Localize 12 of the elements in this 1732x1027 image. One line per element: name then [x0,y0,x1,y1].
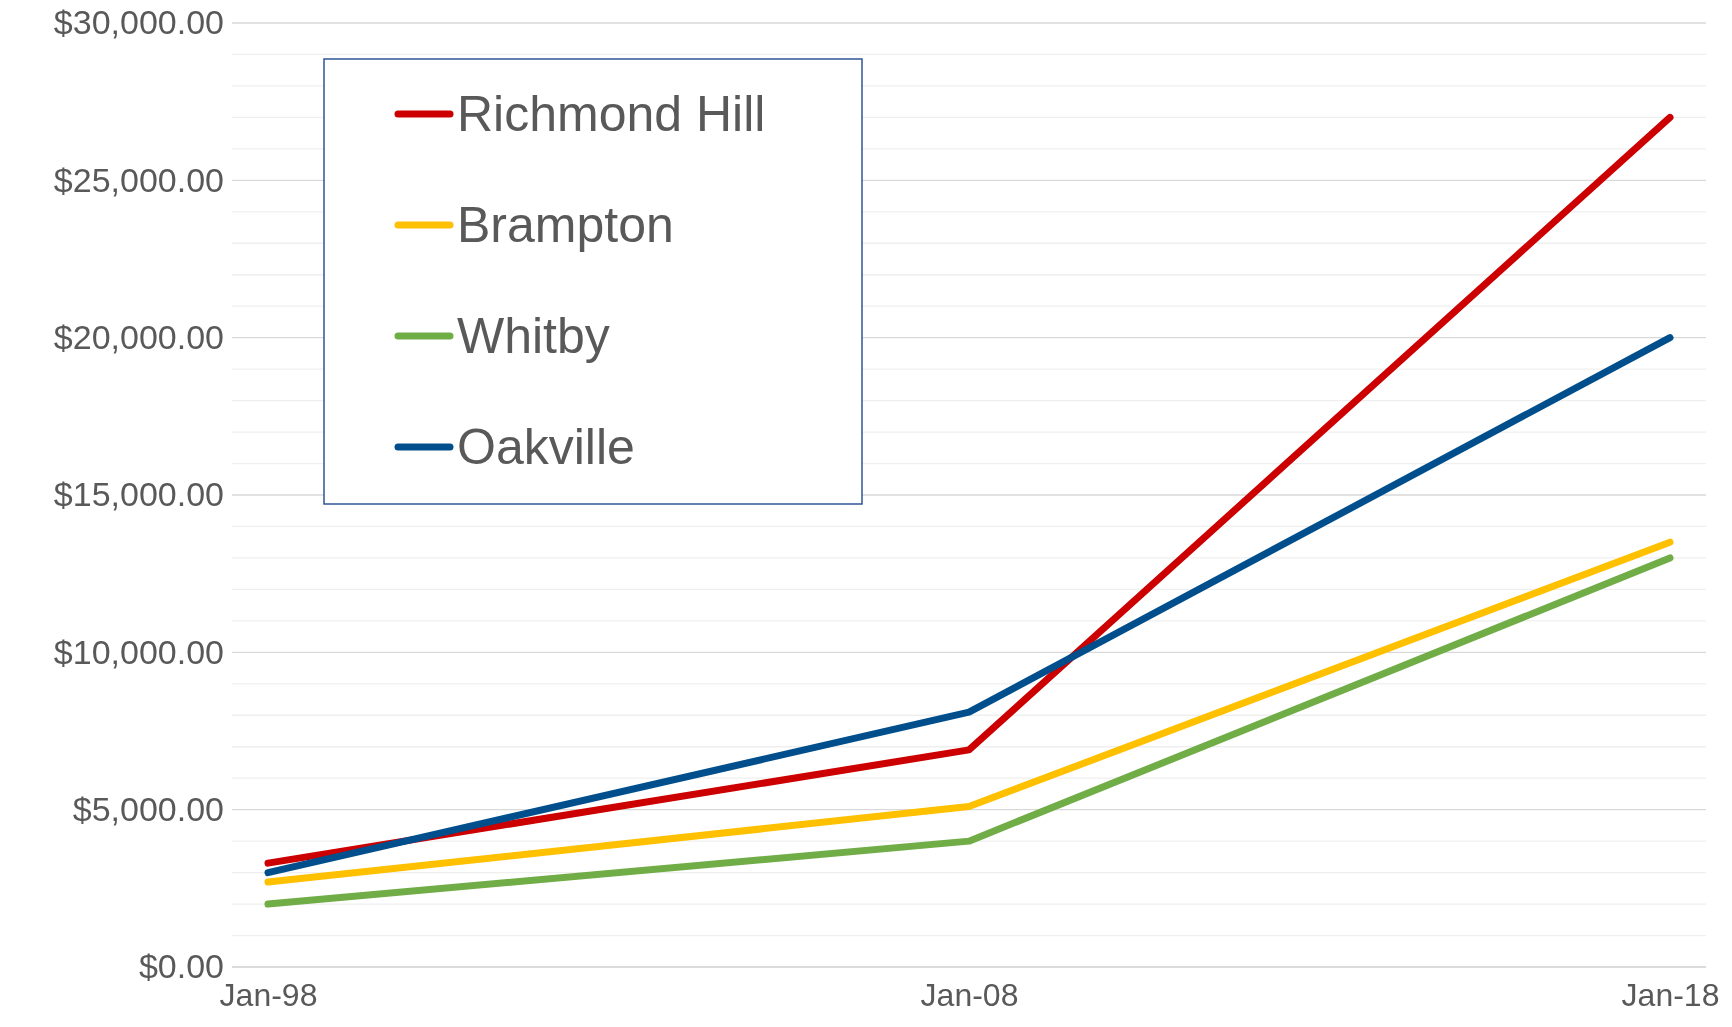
x-tick-label: Jan-18 [1621,976,1720,1013]
y-tick-label: $30,000.00 [53,3,224,42]
legend-label: Richmond Hill [457,86,766,142]
x-tick-label: Jan-08 [920,976,1019,1013]
legend-label: Whitby [457,308,610,364]
y-tick-label: $25,000.00 [53,160,224,199]
y-tick-label: $20,000.00 [53,318,224,357]
y-tick-label: $5,000.00 [72,790,224,829]
legend-label: Oakville [457,419,635,475]
y-tick-label: $15,000.00 [53,475,224,514]
y-tick-label: $10,000.00 [53,632,224,671]
legend-label: Brampton [457,197,674,253]
